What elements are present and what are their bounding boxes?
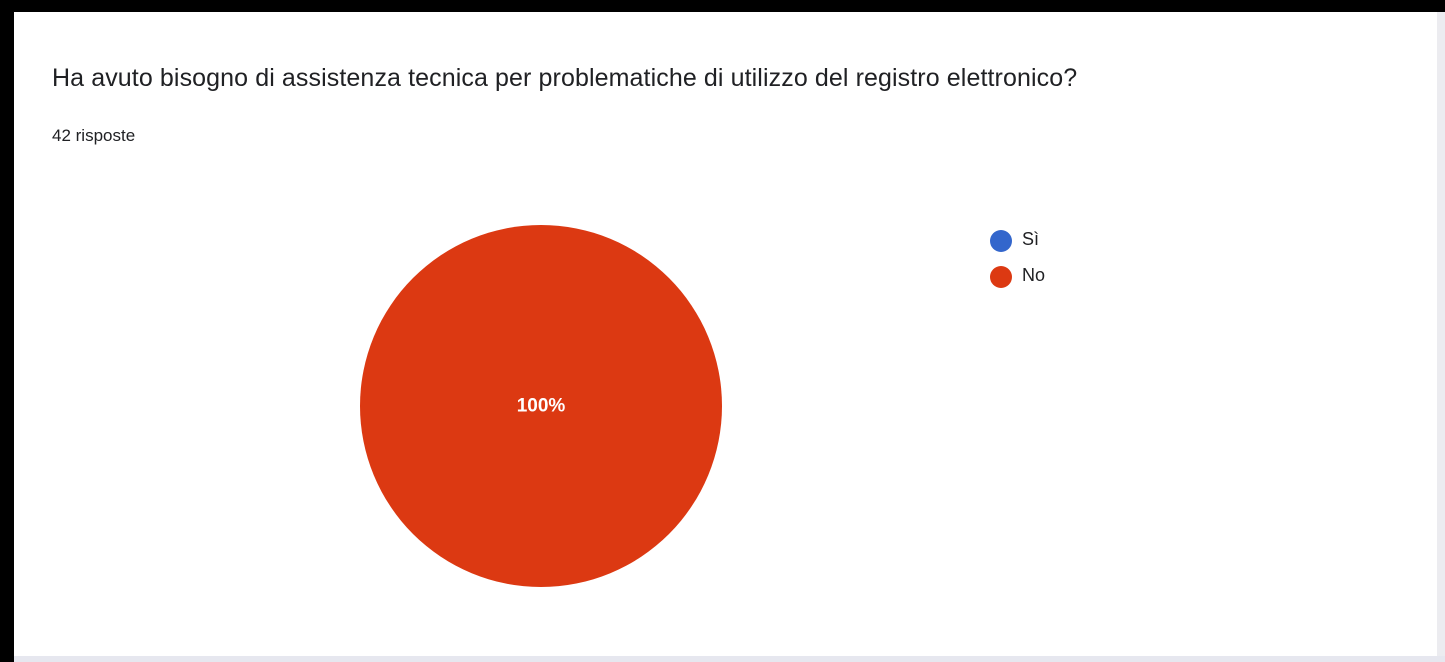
pie-slice-label-no: 100% bbox=[517, 396, 566, 417]
frame-right-border bbox=[1437, 12, 1445, 662]
pie-chart: 100% bbox=[360, 225, 722, 587]
legend-label-no: No bbox=[1022, 265, 1046, 285]
legend-item-si[interactable]: Sì bbox=[990, 224, 1110, 260]
frame-bottom-border bbox=[14, 656, 1445, 662]
legend-swatch-si bbox=[990, 230, 1012, 252]
response-summary-card: Ha avuto bisogno di assistenza tecnica p… bbox=[14, 12, 1437, 656]
frame-left-border bbox=[0, 0, 14, 662]
legend-swatch-no bbox=[990, 266, 1012, 288]
chart-legend: Sì No bbox=[990, 224, 1110, 296]
pie-slice-no[interactable] bbox=[360, 225, 722, 587]
legend-item-no[interactable]: No bbox=[990, 260, 1110, 296]
question-title: Ha avuto bisogno di assistenza tecnica p… bbox=[52, 64, 1078, 92]
frame-top-border bbox=[0, 0, 1445, 12]
response-count: 42 risposte bbox=[52, 126, 136, 145]
legend-label-si: Sì bbox=[1022, 229, 1040, 249]
